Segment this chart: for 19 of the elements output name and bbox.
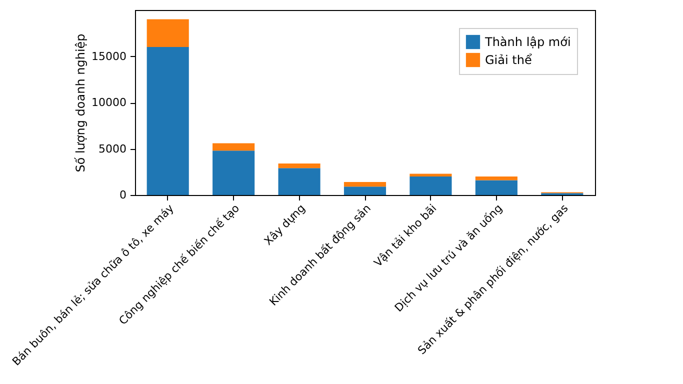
bar [410,174,452,176]
y-tick-label: 0 [120,188,126,202]
y-tick-label: 15000 [92,50,126,63]
legend-label: Giải thể [485,53,532,67]
y-axis-title: Số lượng doanh nghiệp [74,34,88,172]
bar [410,176,452,195]
y-tick-label: 10000 [92,96,126,109]
bar [344,182,386,187]
bar [146,19,189,47]
y-tick-label: 5000 [98,142,126,156]
bar [475,180,518,195]
bar [278,164,320,168]
bar [146,47,189,195]
legend-label: Thành lập mới [484,35,571,49]
bar [344,186,386,195]
bar [475,176,518,180]
bar [212,150,255,195]
bar [278,168,320,195]
bar [212,143,255,151]
